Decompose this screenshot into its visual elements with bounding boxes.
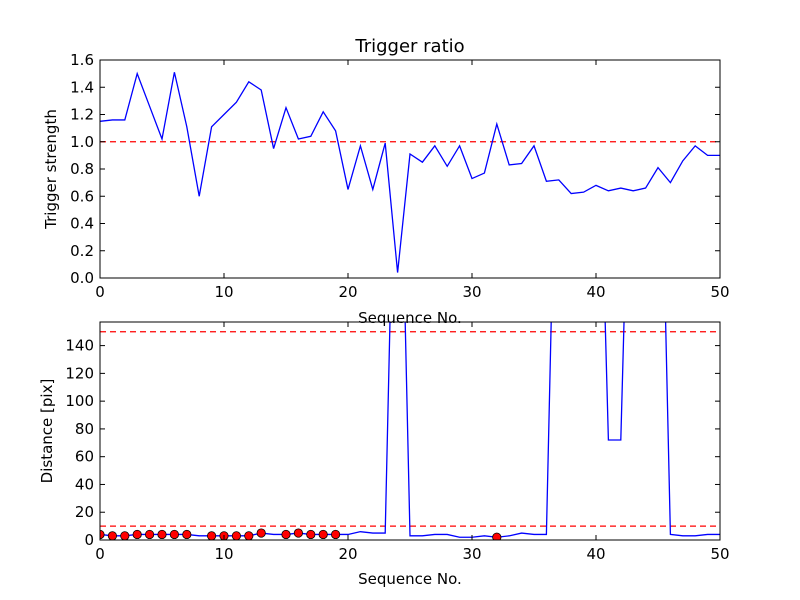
y-axis-label: Distance [pix] <box>38 379 56 484</box>
y-tick-label: 1.0 <box>70 133 94 151</box>
x-tick-label: 10 <box>214 283 233 301</box>
y-tick-label: 100 <box>65 392 94 410</box>
data-point <box>306 529 316 540</box>
x-tick-label: 0 <box>95 283 105 301</box>
data-point <box>132 529 142 540</box>
trigger-ratio-panel: Trigger ratio Sequence No. Trigger stren… <box>42 36 730 327</box>
data-point <box>145 529 155 540</box>
x-tick-label: 30 <box>462 283 481 301</box>
data-point <box>293 528 303 538</box>
x-tick-label: 10 <box>214 545 233 563</box>
y-tick-label: 40 <box>75 475 94 493</box>
axes-frame <box>99 321 721 541</box>
series-line <box>100 322 720 538</box>
y-tick-label: 1.6 <box>70 51 94 69</box>
distance-panel: Sequence No. Distance [pix] 0 10 20 30 40 50 0… <box>38 321 730 588</box>
y-tick-label: 0.2 <box>70 242 94 260</box>
x-tick-label: 20 <box>338 545 357 563</box>
data-point <box>182 529 192 540</box>
x-tick-label: 30 <box>462 545 481 563</box>
x-tick-label: 0 <box>95 545 105 563</box>
data-point <box>318 529 328 540</box>
y-tick-label: 0.0 <box>70 269 94 287</box>
data-point <box>157 529 167 540</box>
x-tick-label: 50 <box>710 283 729 301</box>
data-point <box>330 529 341 540</box>
data-point <box>231 531 241 540</box>
y-axis-label: Trigger strength <box>42 109 60 230</box>
data-point <box>169 529 179 540</box>
y-tick-label: 0 <box>84 531 94 549</box>
data-point <box>207 531 217 540</box>
x-tick-label: 40 <box>586 545 605 563</box>
data-point <box>256 528 266 538</box>
data-point <box>244 531 254 540</box>
y-tick-label: 1.2 <box>70 106 94 124</box>
y-tick-label: 0.8 <box>70 160 94 178</box>
x-axis-label: Sequence No. <box>358 570 462 588</box>
data-point <box>107 531 117 540</box>
axes-frame <box>99 59 721 279</box>
data-point <box>120 531 130 540</box>
data-point <box>281 529 291 540</box>
series-line <box>100 71 720 273</box>
y-tick-label: 60 <box>75 448 94 466</box>
y-tick-label: 80 <box>75 420 94 438</box>
x-tick-label: 50 <box>710 545 729 563</box>
y-tick-label: 20 <box>75 503 94 521</box>
y-tick-label: 1.4 <box>70 78 94 96</box>
x-tick-label: 20 <box>338 283 357 301</box>
data-point <box>492 532 502 540</box>
y-tick-label: 140 <box>65 337 94 355</box>
y-tick-label: 0.4 <box>70 215 94 233</box>
x-axis-label: Sequence No. <box>358 309 462 327</box>
y-tick-label: 120 <box>65 364 94 382</box>
x-tick-label: 40 <box>586 283 605 301</box>
chart-title: Trigger ratio <box>354 36 464 57</box>
y-tick-label: 0.6 <box>70 187 94 205</box>
